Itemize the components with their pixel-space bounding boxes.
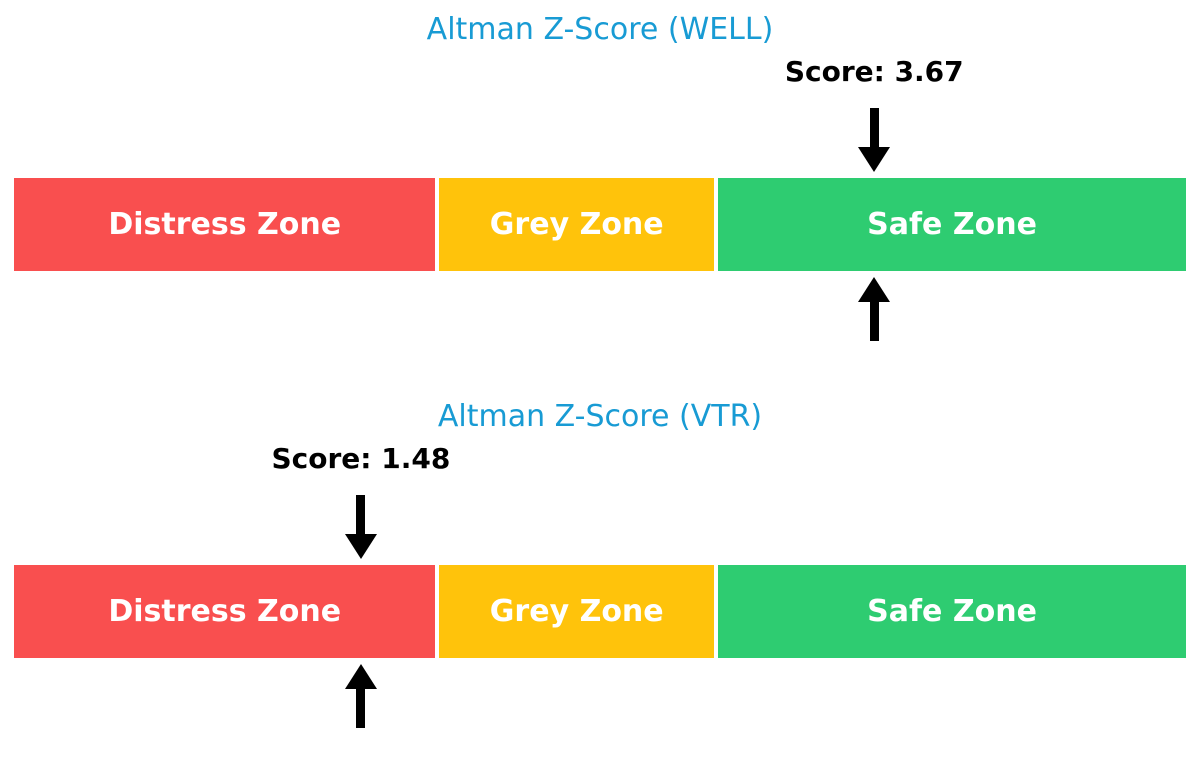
zone-label: Grey Zone [489, 207, 664, 242]
bar-span: Score: 3.67 Distress Zone Grey Zone Safe… [14, 0, 1186, 387]
arrow-head [344, 534, 377, 559]
zone-label: Safe Zone [867, 594, 1037, 629]
score-label: Score: 1.48 [271, 442, 451, 475]
zone-safe: Safe Zone [718, 178, 1186, 271]
chart-well: Altman Z-Score (WELL) Score: 3.67 Distre… [14, 0, 1186, 387]
score-arrow-down-icon [344, 495, 378, 559]
chart-title: Altman Z-Score (WELL) [426, 12, 774, 47]
chart-title: Altman Z-Score (VTR) [437, 399, 763, 434]
arrow-shaft [869, 108, 879, 147]
zone-label: Grey Zone [489, 594, 664, 629]
arrow-shaft [356, 495, 366, 534]
zone-distress: Distress Zone [14, 178, 436, 271]
bar-span: Score: 1.48 Distress Zone Grey Zone Safe… [14, 387, 1186, 774]
zone-distress: Distress Zone [14, 565, 436, 658]
arrow-head [344, 664, 377, 689]
arrow-head [858, 147, 891, 172]
score-arrow-up-icon [344, 664, 378, 728]
arrow-shaft [869, 302, 879, 341]
score-arrow-up-icon [857, 277, 891, 341]
zone-safe: Safe Zone [718, 565, 1186, 658]
chart-vtr: Altman Z-Score (VTR) Score: 1.48 Distres… [0, 387, 1200, 774]
zone-bar: Distress Zone Grey Zone Safe Zone [14, 178, 1186, 271]
zone-grey: Grey Zone [439, 178, 715, 271]
score-arrow-down-icon [857, 108, 891, 172]
score-label: Score: 3.67 [784, 55, 964, 88]
arrow-shaft [356, 689, 366, 728]
zone-label: Safe Zone [867, 207, 1037, 242]
zone-label: Distress Zone [108, 594, 342, 629]
zone-grey: Grey Zone [439, 565, 715, 658]
arrow-head [858, 277, 891, 302]
zone-label: Distress Zone [108, 207, 342, 242]
zone-bar: Distress Zone Grey Zone Safe Zone [14, 565, 1186, 658]
